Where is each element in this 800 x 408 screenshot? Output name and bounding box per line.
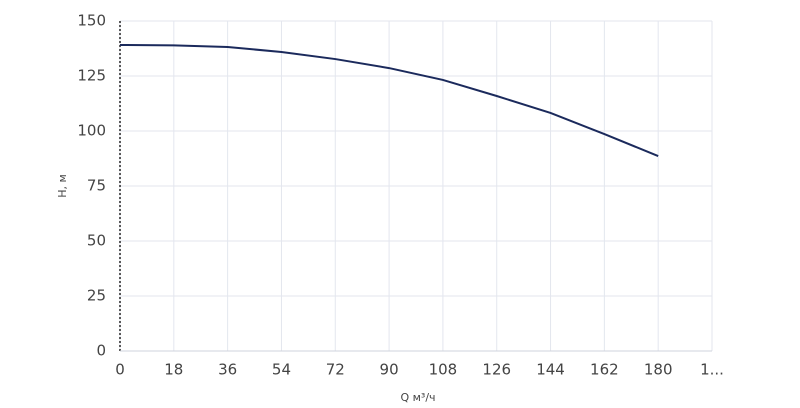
x-tick-label: 180 [644,361,673,379]
x-tick-label: 108 [429,361,458,379]
y-tick-label: 25 [87,287,106,305]
x-tick-label: 18 [164,361,183,379]
y-tick-label: 0 [96,342,106,360]
x-tick-label: 162 [590,361,619,379]
x-tick-label: 72 [326,361,345,379]
x-tick-label: 0 [115,361,125,379]
y-tick-label: 125 [77,67,106,85]
series-line [119,43,659,158]
y-axis-label: H, м [56,174,69,198]
x-tick-label: 54 [272,361,291,379]
y-tick-label: 75 [87,177,106,195]
y-tick-label: 150 [77,12,106,30]
y-tick-label: 100 [77,122,106,140]
x-tick-label: 1... [700,361,724,379]
x-tick-label: 126 [482,361,511,379]
x-tick-label: 36 [218,361,237,379]
x-axis-label: Q м³/ч [400,391,435,404]
x-tick-label: 90 [380,361,399,379]
y-tick-label: 50 [87,232,106,250]
x-tick-label: 144 [536,361,565,379]
